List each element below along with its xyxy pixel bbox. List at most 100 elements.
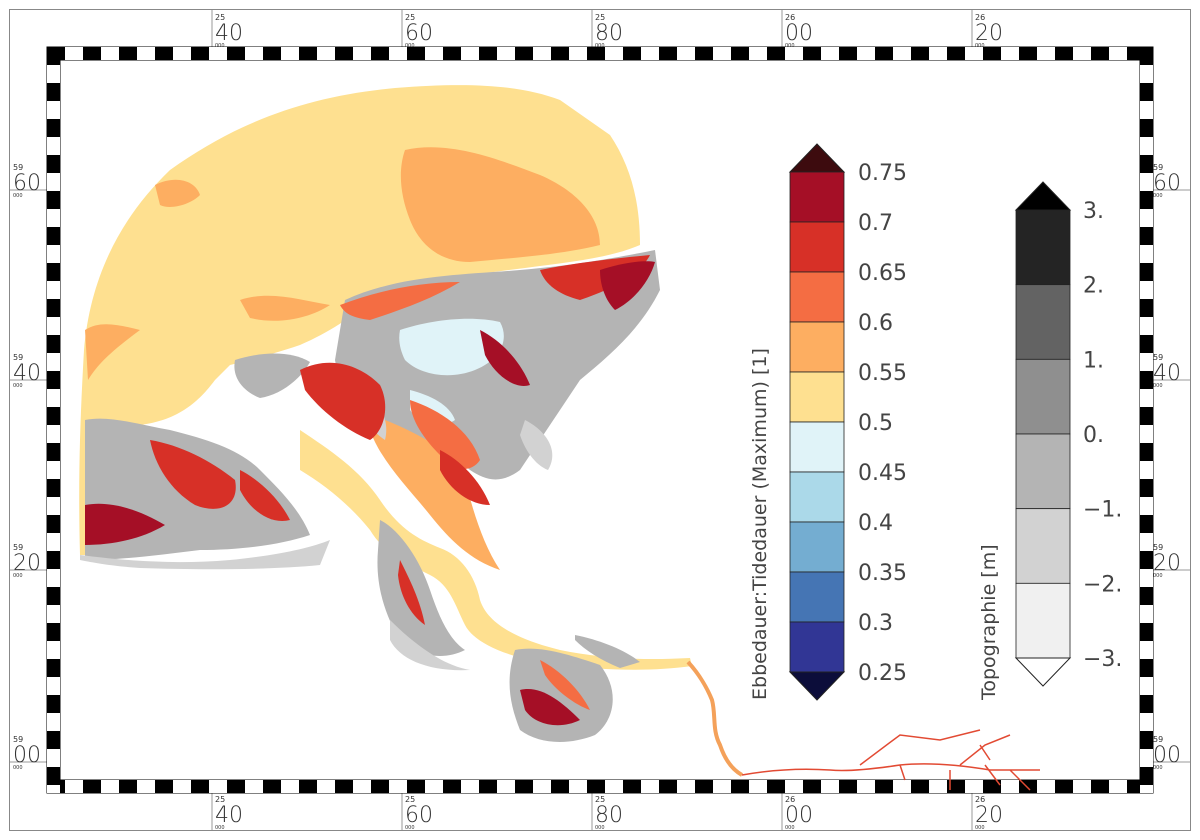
frame-segment	[731, 47, 749, 60]
frame-segment	[389, 780, 407, 793]
frame-segment	[1019, 47, 1037, 60]
coordinate-label-suffix: 000	[13, 193, 23, 199]
frame-segment	[749, 780, 767, 793]
coordinate-label-prefix: 59	[1153, 735, 1163, 744]
frame-segment	[47, 317, 60, 335]
coordinate-label-suffix: 000	[785, 825, 795, 831]
frame-segment	[785, 47, 803, 60]
frame-segment	[713, 47, 731, 60]
frame-segment	[47, 137, 60, 155]
colorbar-segment	[789, 521, 845, 573]
frame-segment	[1073, 780, 1091, 793]
frame-segment	[227, 780, 245, 793]
frame-segment	[47, 569, 60, 587]
frame-segment	[47, 533, 60, 551]
colorbar-tick-label: 0.55	[858, 361, 907, 386]
frame-segment	[443, 780, 461, 793]
frame-segment	[371, 47, 389, 60]
frame-segment	[479, 780, 497, 793]
coordinate-label-value: 80	[595, 803, 623, 828]
colorbar-tick-label: 0.6	[858, 311, 893, 336]
frame-segment	[767, 47, 785, 60]
frame-segment	[1140, 353, 1153, 371]
frame-segment	[1140, 641, 1153, 659]
coordinate-label-prefix: 59	[13, 163, 23, 172]
colorbar-tick-label: 0.35	[858, 561, 907, 586]
frame-segment	[1140, 335, 1153, 353]
frame-segment	[407, 47, 425, 60]
colorbar-ebbedauer: 0.75 0.7 0.65 0.6 0.55 0.5 0.45 0.4 0.35 0.3 0.25	[788, 143, 907, 701]
coordinate-label-prefix: 59	[13, 735, 23, 744]
colorbar-tick-label: 0.4	[858, 511, 893, 536]
frame-segment	[119, 780, 137, 793]
frame-segment	[65, 47, 83, 60]
coordinate-label-value: 80	[595, 21, 623, 46]
coordinate-label-prefix: 25	[595, 795, 605, 804]
frame-segment	[965, 47, 983, 60]
frame-segment	[857, 780, 875, 793]
coordinate-label-value: 60	[405, 803, 433, 828]
frame-segment	[1140, 677, 1153, 695]
coordinate-label-value: 20	[1153, 551, 1181, 576]
frame-segment	[533, 780, 551, 793]
frame-segment	[101, 47, 119, 60]
coordinate-label-value: 40	[215, 21, 243, 46]
coordinate-label-suffix: 000	[215, 43, 225, 49]
colorbar-tick-label: −3.	[1083, 647, 1122, 672]
frame-segment	[47, 173, 60, 191]
frame-segment	[173, 47, 191, 60]
colorbar-segment	[789, 371, 845, 423]
frame-segment	[65, 780, 83, 793]
frame-segment	[155, 780, 173, 793]
frame-segment	[191, 47, 209, 60]
coordinate-label-prefix: 25	[215, 13, 225, 22]
frame-segment	[47, 101, 60, 119]
frame-segment	[983, 780, 1001, 793]
frame-segment	[1140, 101, 1153, 119]
colorbar-segment	[789, 571, 845, 623]
frame-segment	[47, 353, 60, 371]
frame-segment	[677, 780, 695, 793]
coordinate-label-suffix: 000	[405, 825, 415, 831]
frame-segment	[47, 461, 60, 479]
frame-segment	[47, 227, 60, 245]
frame-segment	[1140, 299, 1153, 317]
frame-segment	[47, 425, 60, 443]
frame-segment	[965, 780, 983, 793]
colorbar-topographie: 3. 2. 1. 0. −1. −2. −3.	[1014, 181, 1122, 687]
frame-segment	[857, 47, 875, 60]
frame-segment	[281, 47, 299, 60]
frame-segment	[1037, 47, 1055, 60]
frame-segment	[47, 623, 60, 641]
frame-segment	[1140, 191, 1153, 209]
colorbar-segment	[789, 221, 845, 273]
colorbar-tick-label: 0.45	[858, 461, 907, 486]
frame-segment	[335, 780, 353, 793]
colorbar-segment	[1015, 582, 1071, 659]
frame-segment	[1140, 425, 1153, 443]
frame-segment	[641, 780, 659, 793]
frame-segment	[677, 47, 695, 60]
coordinate-label-suffix: 000	[595, 825, 605, 831]
coordinate-label-prefix: 26	[785, 795, 795, 804]
frame-segment	[1140, 371, 1153, 389]
outer-border	[9, 9, 1191, 831]
colorbar-tick-label: 0.65	[858, 261, 907, 286]
grid-tick-lines	[10, 10, 1190, 830]
coordinate-label-prefix: 59	[1153, 163, 1163, 172]
frame-segment	[803, 780, 821, 793]
frame-segment	[47, 191, 60, 209]
colorbar-under-triangle	[788, 671, 846, 701]
frame-segment	[623, 47, 641, 60]
frame-segment	[443, 47, 461, 60]
coordinate-label-prefix: 26	[975, 13, 985, 22]
coordinate-label-suffix: 000	[13, 383, 23, 389]
